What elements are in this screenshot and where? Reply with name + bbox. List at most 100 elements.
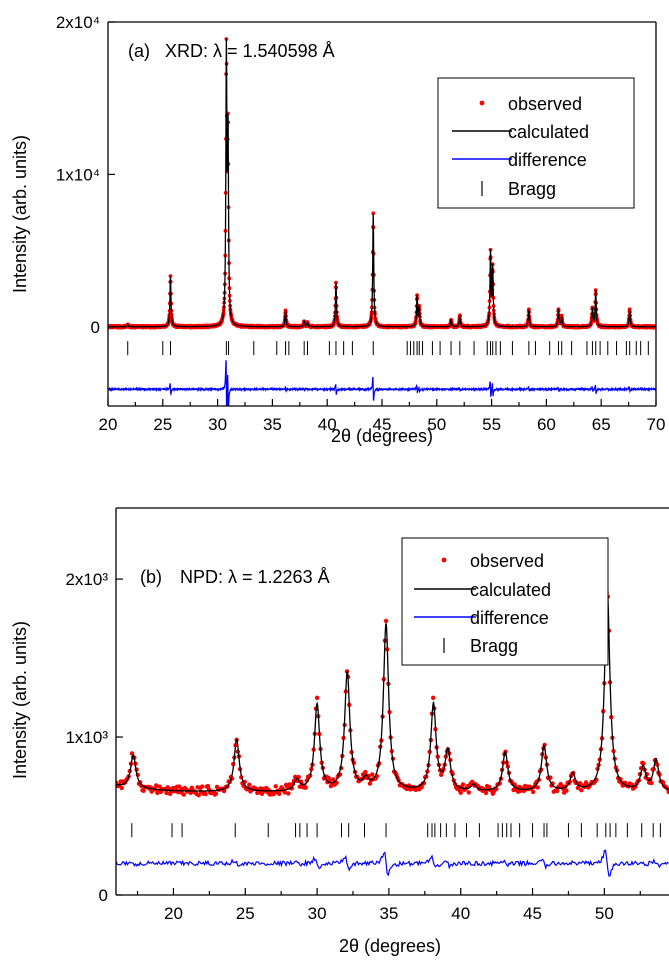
panel-b-observed-point <box>273 784 278 789</box>
panel-a-x-tick-label: 35 <box>263 415 282 434</box>
panel-b-ticks: 20 25 30 35 40 45 50 0 1x10³ 2x10³ <box>65 570 641 923</box>
panel-a-y-tick-label: 1x10⁴ <box>56 165 100 184</box>
panel-a-annotation: XRD: λ = 1.540598 Å <box>165 41 335 61</box>
panel-b-x-tick-label: 40 <box>451 904 470 923</box>
panel-b-x-tick-label: 50 <box>595 904 614 923</box>
panel-b-legend-observed: observed <box>470 551 544 571</box>
panel-b-observed-point <box>458 790 463 795</box>
panel-b-x-label: 2θ (degrees) <box>339 936 441 956</box>
panel-b-x-tick-label: 25 <box>236 904 255 923</box>
panel-a-y-label: Intensity (arb. units) <box>10 135 30 293</box>
panel-b-observed-point <box>419 784 424 790</box>
panel-b-x-tick-label: 35 <box>379 904 398 923</box>
panel-a-calculated-line <box>108 38 656 328</box>
panel-a-x-label: 2θ (degrees) <box>331 426 433 446</box>
panel-a-legend: observed calculated difference Bragg <box>437 77 635 209</box>
panel-b-observed-point <box>196 792 201 798</box>
panel-b-observed-point <box>666 789 669 795</box>
panel-a-x-tick-label: 65 <box>592 415 611 434</box>
panel-b-observed-point <box>287 782 292 787</box>
panel-b-y-tick-label: 0 <box>99 886 108 905</box>
panel-b-observed-point <box>258 786 263 791</box>
panel-b-series-group <box>116 587 669 877</box>
panel-b-y-label: Intensity (arb. units) <box>10 621 30 779</box>
panel-b-observed-point <box>164 790 169 796</box>
panel-a-legend-bragg: Bragg <box>508 179 556 199</box>
panel-b-y-tick-label: 1x10³ <box>65 728 108 747</box>
panel-b-observed-point <box>367 781 373 786</box>
panel-b-legend-difference: difference <box>470 608 549 628</box>
panel-b-observed-point <box>247 782 252 788</box>
panel-b-observed-point <box>535 785 540 790</box>
panel-a-y-tick-label: 2x10⁴ <box>56 13 100 32</box>
panel-b-x-tick-label: 30 <box>308 904 327 923</box>
panel-b-observed-point <box>460 782 466 787</box>
panel-b-calculated-line <box>116 587 669 792</box>
panel-a-ticks: 20 25 30 35 40 45 50 55 60 65 70 0 1x10⁴ 2x10⁴ <box>56 13 666 434</box>
panel-b-x-tick-label: 20 <box>164 904 183 923</box>
panel-a-x-tick-label: 45 <box>373 415 392 434</box>
panel-a-y-tick-label: 0 <box>91 318 100 337</box>
panel-b-observed-point <box>282 790 288 795</box>
panel-b-observed-point <box>483 790 489 796</box>
panel-b-observed-point <box>314 695 320 701</box>
panel-a-legend-calculated: calculated <box>508 122 589 142</box>
panel-a-plot-area <box>108 37 656 406</box>
panel-a-x-tick-label: 40 <box>318 415 337 434</box>
panel-b-legend-observed-marker <box>441 557 447 563</box>
panel-b-observed-point <box>438 772 444 778</box>
panel-b-observed-point <box>177 784 182 789</box>
panel-b-x-tick-label: 45 <box>523 904 542 923</box>
panel-b-plot-area <box>116 587 669 877</box>
panel-b-observed-point <box>383 618 389 624</box>
panel-b-observed-point <box>181 792 186 797</box>
panel-a-observed-point <box>371 211 376 216</box>
panel-b-legend-calculated: calculated <box>470 580 551 600</box>
panel-a-legend-difference: difference <box>508 150 587 170</box>
panel-b-observed-point <box>466 790 471 795</box>
panel-a-x-tick-label: 50 <box>427 415 446 434</box>
panel-a-legend-observed-marker <box>479 100 485 106</box>
panel-b-observed-point <box>330 777 336 782</box>
panel-b-observed-point <box>363 769 368 775</box>
panel-b-observed-point <box>575 785 581 791</box>
panel-b-observed-point <box>641 761 646 766</box>
panel-b-observed-point <box>203 791 208 797</box>
panel-b-observed-point <box>157 784 162 789</box>
panel-b-observed-point <box>199 784 205 789</box>
panel-a-observed-point <box>417 304 422 308</box>
panel-b-observed-point <box>213 791 219 796</box>
panel-b-observed-point <box>370 772 375 777</box>
panel-b-npd: 20 25 30 35 40 45 50 0 1x10³ 2x10³ (b) NPD: λ = 1… <box>10 507 669 956</box>
panel-a-xrd: 20 25 30 35 40 45 50 55 60 65 70 0 1x10⁴ 2x10⁴ (a) XR… <box>10 13 665 446</box>
panel-b-observed-point <box>530 789 536 795</box>
panel-a-legend-box <box>437 77 635 209</box>
panel-a-x-tick-label: 20 <box>99 415 118 434</box>
panel-a-bragg-series <box>127 341 649 356</box>
panel-a-difference-line <box>108 360 656 406</box>
panel-a-legend-observed: observed <box>508 94 582 114</box>
panel-b-observed-point <box>154 783 159 788</box>
panel-b-y-tick-label: 2x10³ <box>65 570 108 589</box>
panel-a-observed-point <box>526 307 531 312</box>
panel-b-observed-point <box>430 695 436 700</box>
panel-b-observed-point <box>579 787 584 793</box>
panel-b-label: (b) <box>140 567 162 587</box>
panel-b-observed-point <box>649 780 654 786</box>
panel-a-label: (a) <box>128 41 150 61</box>
panel-b-legend-bragg: Bragg <box>470 636 518 656</box>
panel-b-difference-line <box>116 849 669 877</box>
panel-b-observed-point <box>276 791 282 796</box>
panel-a-series-group <box>108 37 656 406</box>
panel-a-x-tick-label: 70 <box>647 415 666 434</box>
panel-b-observed-point <box>555 788 560 794</box>
panel-b-observed-point <box>564 788 569 793</box>
panel-b-legend-box <box>401 537 609 666</box>
panel-b-observed-point <box>189 785 195 791</box>
panel-b-observed-point <box>303 785 308 790</box>
panel-b-bragg-series <box>131 823 661 838</box>
panel-a-x-tick-label: 55 <box>482 415 501 434</box>
panel-a-x-tick-label: 30 <box>208 415 227 434</box>
panel-a-x-tick-label: 25 <box>153 415 172 434</box>
